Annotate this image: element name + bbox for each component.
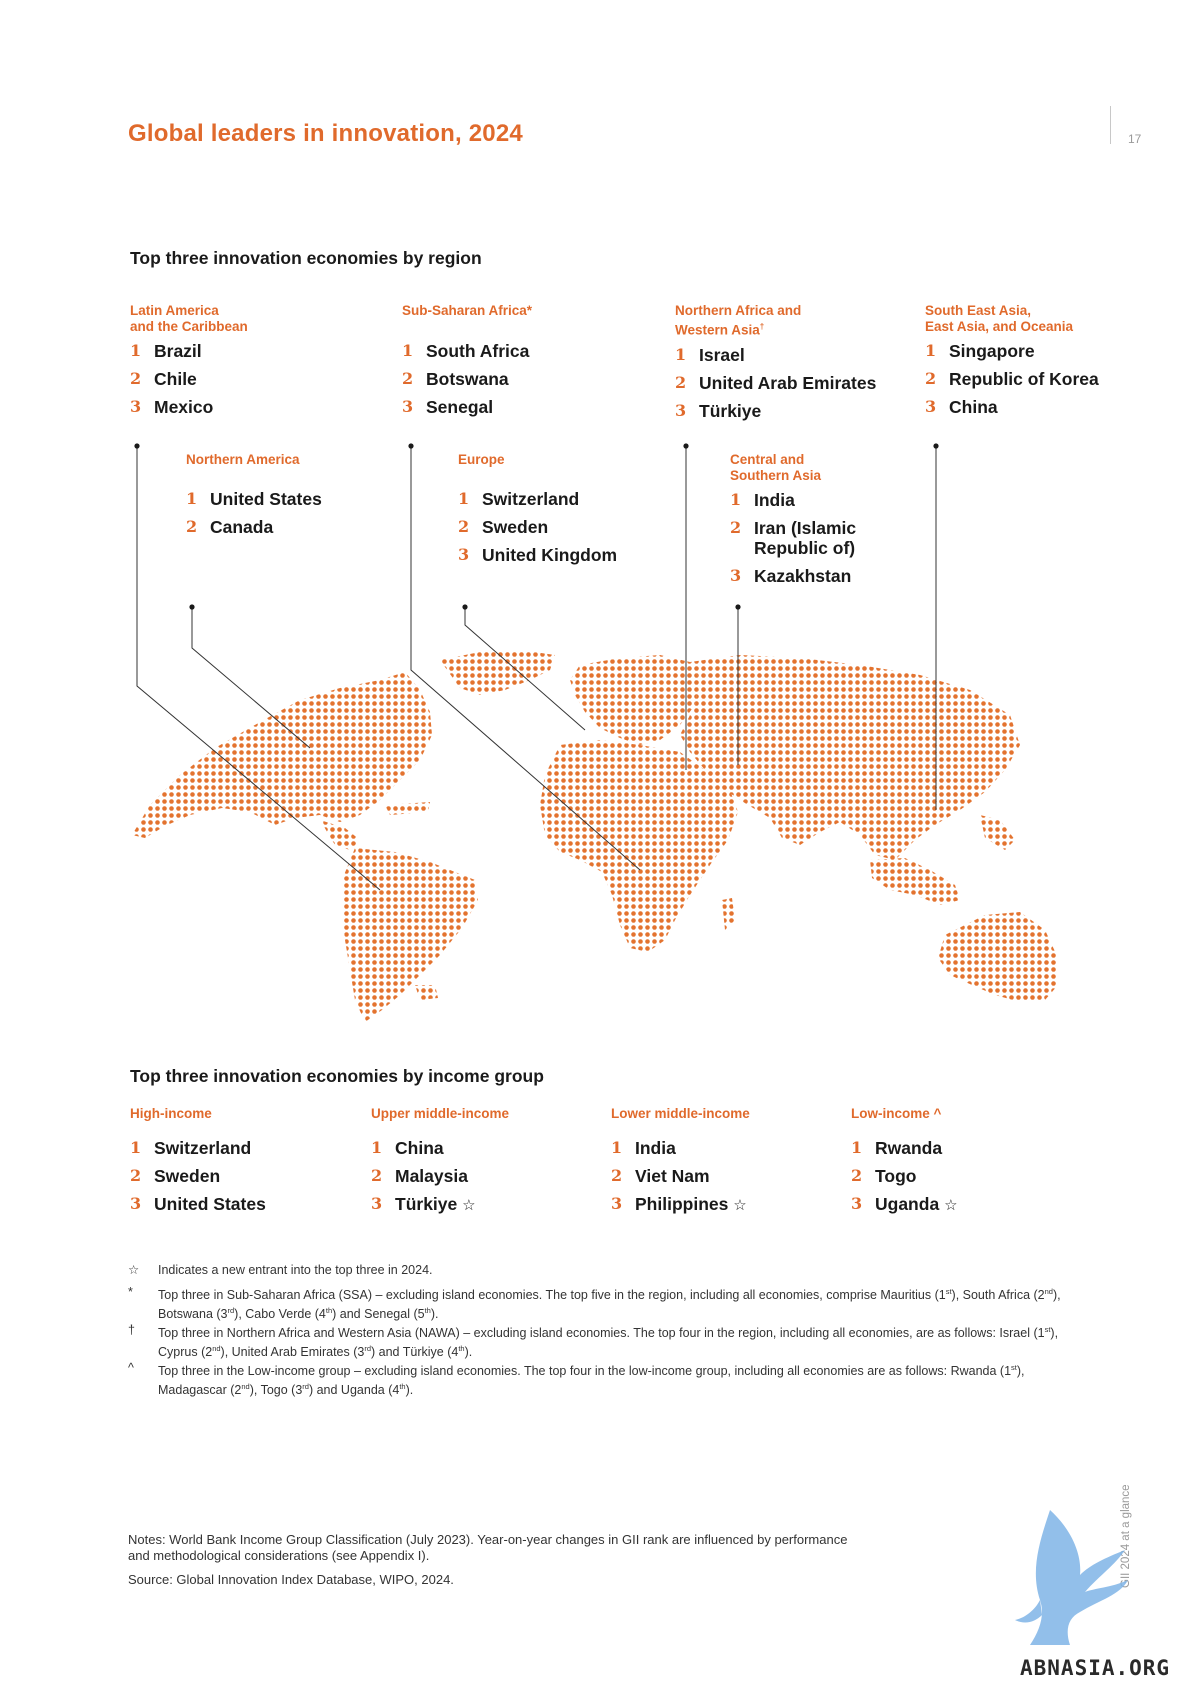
- list-item: 2 Malaysia: [371, 1166, 468, 1186]
- list-item: 2 Botswana: [402, 369, 509, 389]
- list-item: 3 Türkiye ☆: [371, 1194, 476, 1214]
- income-label: Lower middle-income: [611, 1106, 750, 1121]
- ranking-list: 1 China 2 Malaysia 3 Türkiye ☆: [371, 1134, 601, 1220]
- income-group-lower-middle: Lower middle-income 1 India 2 Viet Nam 3 Ph…: [611, 1106, 841, 1220]
- footnote: ☆ Indicates a new entrant into the top t…: [128, 1263, 433, 1277]
- new-entrant-star-icon: ☆: [462, 1197, 476, 1214]
- new-entrant-star-icon: ☆: [733, 1197, 747, 1214]
- region-label: Northern Africa and Western Asia†: [675, 303, 802, 338]
- ranking-list: 1 Switzerland 2 Sweden 3 United States: [130, 1134, 360, 1218]
- list-item: 3 Philippines ☆: [611, 1194, 747, 1214]
- leader-dot: [189, 604, 195, 610]
- footnote: ^ Top three in the Low-income group – ex…: [128, 1361, 1025, 1398]
- map-landmass: [132, 650, 1058, 1022]
- notes: Notes: World Bank Income Group Classific…: [128, 1532, 848, 1563]
- list-item: 1 Switzerland: [130, 1138, 252, 1158]
- watermark-text: ABNASIA.ORG: [1020, 1656, 1171, 1680]
- page-number: 17: [1128, 132, 1142, 146]
- list-item: 1 China: [371, 1138, 444, 1158]
- list-item: 2 Canada: [186, 517, 274, 537]
- income-label: Upper middle-income: [371, 1106, 510, 1121]
- leader-line-latin-america: [136, 446, 381, 891]
- ranking-list: 1 United States 2 Canada: [186, 485, 406, 541]
- ranking-list: 1 Switzerland 2 Sweden 3 United Kingdom: [458, 485, 678, 569]
- region-section-heading: Top three innovation economies by region: [130, 248, 482, 268]
- new-entrant-star-icon: ☆: [944, 1197, 958, 1214]
- list-item: 2 Republic of Korea: [925, 369, 1099, 389]
- footnote: * Top three in Sub-Saharan Africa (SSA) …: [128, 1285, 1061, 1322]
- region-label: South East Asia, East Asia, and Oceania: [925, 303, 1074, 334]
- ranking-list: 1 South Africa 2 Botswana 3 Senegal: [402, 337, 652, 421]
- leader-dot: [134, 443, 140, 449]
- list-item: 2 Togo: [851, 1166, 917, 1186]
- list-item: 1 Brazil: [130, 341, 202, 361]
- list-item: 1 Singapore: [925, 341, 1035, 361]
- income-group-upper-middle: Upper middle-income 1 China 2 Malaysia 3 Tü…: [371, 1106, 601, 1220]
- list-item: 3 Senegal: [402, 397, 494, 417]
- region-south-east-asia-oceania: South East Asia, East Asia, and Oceania 1…: [925, 303, 1165, 421]
- leader-line-northern-america: [191, 607, 311, 749]
- header-divider: [1110, 106, 1111, 144]
- list-item: 3 United States: [130, 1194, 266, 1214]
- list-item: 2 Sweden: [130, 1166, 221, 1186]
- list-item: 1 Israel: [675, 344, 745, 365]
- map-leader-lines: [134, 443, 939, 891]
- list-item: 2 Sweden: [458, 517, 549, 537]
- ranking-list: 1 Brazil 2 Chile 3 Mexico: [130, 337, 380, 421]
- list-item: 1 United States: [186, 489, 322, 509]
- leader-dot: [408, 443, 414, 449]
- list-item: 2 Viet Nam: [611, 1166, 710, 1186]
- list-item: 2 Chile: [130, 369, 197, 389]
- list-item: 2 United Arab Emirates: [675, 372, 877, 393]
- leader-dot: [462, 604, 468, 610]
- ranking-list: 1 Rwanda 2 Togo 3 Uganda ☆: [851, 1134, 1081, 1220]
- region-sub-saharan-africa: Sub-Saharan Africa* 1 South Africa 2 Botsw…: [402, 303, 652, 421]
- region-central-southern-asia: Central and Southern Asia 1 India 2 Iran (I…: [730, 452, 900, 590]
- list-item: 1 Rwanda: [851, 1138, 943, 1158]
- region-label: Europe: [458, 452, 505, 467]
- ranking-list: 1 India 2 Iran (Islamic Republic of) 3 Kaza…: [730, 486, 900, 590]
- leader-line-europe: [464, 607, 586, 731]
- ranking-list: 1 India 2 Viet Nam 3 Philippines ☆: [611, 1134, 841, 1220]
- income-label: Low-income ^: [851, 1106, 942, 1121]
- list-item: 3 China: [925, 397, 998, 417]
- leader-dot: [933, 443, 939, 449]
- ranking-list: 1 Singapore 2 Republic of Korea 3 China: [925, 337, 1165, 421]
- list-item: 3 Kazakhstan: [730, 566, 852, 586]
- income-group-high: High-income 1 Switzerland 2 Sweden 3 United…: [130, 1106, 360, 1218]
- region-northern-america: Northern America 1 United States 2 Canada: [186, 452, 406, 541]
- income-section-heading: Top three innovation economies by income…: [130, 1066, 544, 1086]
- list-item: 1 India: [730, 490, 795, 510]
- region-label: Northern America: [186, 452, 300, 467]
- income-group-low: Low-income ^ 1 Rwanda 2 Togo 3 Uganda ☆: [851, 1106, 1081, 1220]
- page-title: Global leaders in innovation, 2024: [128, 120, 523, 147]
- source: Source: Global Innovation Index Database…: [128, 1572, 454, 1587]
- list-item: 1 Switzerland: [458, 489, 580, 509]
- watermark-bird-logo: [1015, 1510, 1128, 1645]
- list-item: 3 Türkiye: [675, 400, 762, 421]
- list-item: 3 Mexico: [130, 397, 214, 417]
- footnote: † Top three in Northern Africa and Weste…: [128, 1323, 1059, 1360]
- leader-line-sub-saharan-africa: [410, 446, 641, 871]
- region-europe: Europe 1 Switzerland 2 Sweden 3 United King…: [458, 452, 678, 569]
- region-label: Sub-Saharan Africa*: [402, 303, 533, 318]
- list-item: 1 South Africa: [402, 341, 530, 361]
- region-label: Central and Southern Asia: [730, 452, 822, 483]
- leader-dot: [735, 604, 741, 610]
- list-item: 2 Iran (Islamic Republic of): [730, 518, 857, 558]
- list-item: 3 United Kingdom: [458, 545, 618, 565]
- ranking-list: 1 Israel 2 United Arab Emirates 3 Türkiye: [675, 341, 915, 425]
- region-northern-africa-western-asia: Northern Africa and Western Asia† 1 Israel…: [675, 303, 915, 425]
- income-label: High-income: [130, 1106, 212, 1121]
- region-latin-america: Latin America and the Caribbean 1 Brazil 2…: [130, 303, 380, 421]
- leader-dot: [683, 443, 689, 449]
- star-icon: ☆: [128, 1263, 140, 1277]
- region-label: Latin America and the Caribbean: [130, 303, 248, 334]
- list-item: 1 India: [611, 1138, 676, 1158]
- list-item: 3 Uganda ☆: [851, 1194, 958, 1214]
